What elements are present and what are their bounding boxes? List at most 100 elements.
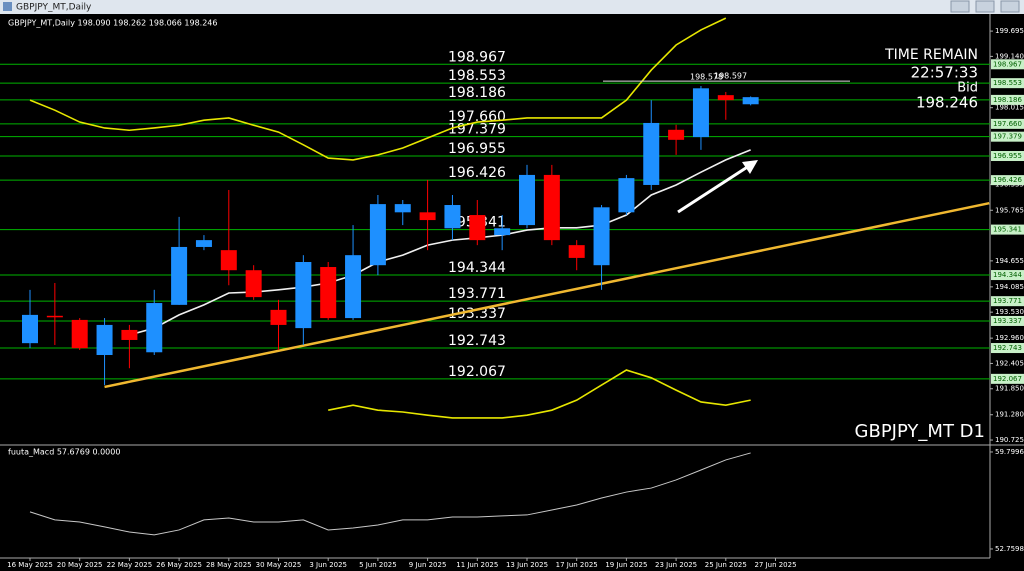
y-tick-label: 193.530 [995,308,1024,316]
candle-body [46,315,63,318]
x-tick-label: 25 Jun 2025 [705,561,747,569]
y-tick-label: 191.850 [995,385,1024,393]
bid-value: 198.246 [916,94,978,112]
window-title: GBPJPY_MT,Daily [16,3,92,13]
candle-body [593,207,610,266]
level-axis-label: 196.955 [993,152,1022,160]
level-label: 196.955 [448,141,506,157]
candle-body [543,174,560,241]
candle-body [469,215,486,241]
chart-info: GBPJPY_MT,Daily 198.090 198.262 198.066 … [8,19,217,28]
level-axis-label: 193.337 [993,317,1022,325]
minimize-button[interactable] [950,0,970,13]
bid-label: Bid [957,81,978,96]
level-axis-box [991,270,1024,281]
level-label: 196.426 [448,165,506,181]
y-tick-label: 195.765 [995,206,1024,214]
y-tick-label: 190.725 [995,436,1024,444]
candle-body [22,314,38,344]
y-tick-label: 191.280 [995,411,1024,419]
y-tick-label: 199.695 [995,27,1024,35]
level-axis-label: 192.067 [993,375,1022,383]
time-remain-label: TIME REMAIN [884,47,978,63]
x-tick-label: 22 May 2025 [107,561,153,569]
level-label: 197.379 [448,122,506,138]
indicator-line [129,149,751,336]
level-axis-box [991,296,1024,307]
level-label: 193.771 [448,286,506,302]
y-tick-label: 59.7996 [995,448,1024,456]
candle-body [643,122,660,185]
candle-body [171,246,188,305]
level-axis-box [991,315,1024,326]
candle-body [245,270,262,298]
marks: 199.695199.140198.015196.335195.765194.6… [0,17,1024,569]
symbol-label: GBPJPY_MT D1 [855,421,985,442]
y-tick-label: 52.7598 [995,545,1024,553]
candle-body [444,205,461,229]
level-label: 198.186 [448,85,506,101]
level-label: 198.553 [448,68,506,84]
candle-body [568,245,585,258]
candle-body [146,303,163,353]
level-label: 192.067 [448,364,506,380]
level-label: 198.967 [448,49,506,65]
candle-body [195,240,212,247]
window-icon [3,2,12,11]
trend-arrow-head [742,160,758,174]
level-label: 194.344 [448,260,506,276]
candle-body [692,88,709,138]
level-axis-label: 193.771 [993,297,1022,305]
y-tick-label: 199.140 [995,52,1024,60]
x-tick-label: 9 Jun 2025 [409,561,447,569]
level-axis-box [991,118,1024,129]
x-tick-label: 16 May 2025 [7,561,53,569]
level-axis-label: 195.341 [993,226,1022,234]
x-tick-label: 3 Jun 2025 [309,561,347,569]
candle-body [295,262,312,329]
level-axis-label: 197.660 [993,120,1022,128]
level-label: 192.743 [448,333,506,349]
candle-body [717,95,734,101]
level-axis-box [991,78,1024,89]
candle-body [742,97,759,105]
x-tick-label: 13 Jun 2025 [506,561,548,569]
level-axis-box [991,59,1024,70]
level-axis-label: 198.186 [993,96,1022,104]
x-tick-label: 11 Jun 2025 [456,561,498,569]
maximize-button[interactable] [975,0,995,13]
level-axis-label: 194.344 [993,271,1022,279]
candle-body [345,255,362,319]
level-axis-box [991,151,1024,162]
candle-body [121,329,138,340]
candle-body [270,309,287,325]
indicator-line [328,369,751,419]
title-bar [0,0,1024,14]
high-label: 198.597 [714,72,747,81]
y-tick-label: 194.655 [995,257,1024,265]
y-tick-label: 194.085 [995,283,1024,291]
x-tick-label: 20 May 2025 [57,561,103,569]
x-tick-label: 23 Jun 2025 [655,561,697,569]
macd-line [29,452,751,536]
level-axis-box [991,175,1024,186]
level-axis-box [991,224,1024,235]
macd-info: fuuta_Macd 57.6769 0.0000 [8,448,120,457]
candle-body [419,212,436,221]
x-tick-label: 26 May 2025 [156,561,202,569]
y-tick-label: 198.015 [995,104,1024,112]
candle-body [71,319,88,349]
candle-body [320,267,337,319]
x-tick-label: 27 Jun 2025 [754,561,796,569]
level-axis-label: 196.426 [993,176,1022,184]
y-tick-label: 192.960 [995,334,1024,342]
level-axis-label: 197.379 [993,133,1022,141]
y-tick-label: 192.405 [995,359,1024,367]
candle-body [369,204,386,266]
close-button[interactable] [1000,0,1020,13]
time-remain: 22:57:33 [911,64,978,82]
level-axis-box [991,343,1024,354]
